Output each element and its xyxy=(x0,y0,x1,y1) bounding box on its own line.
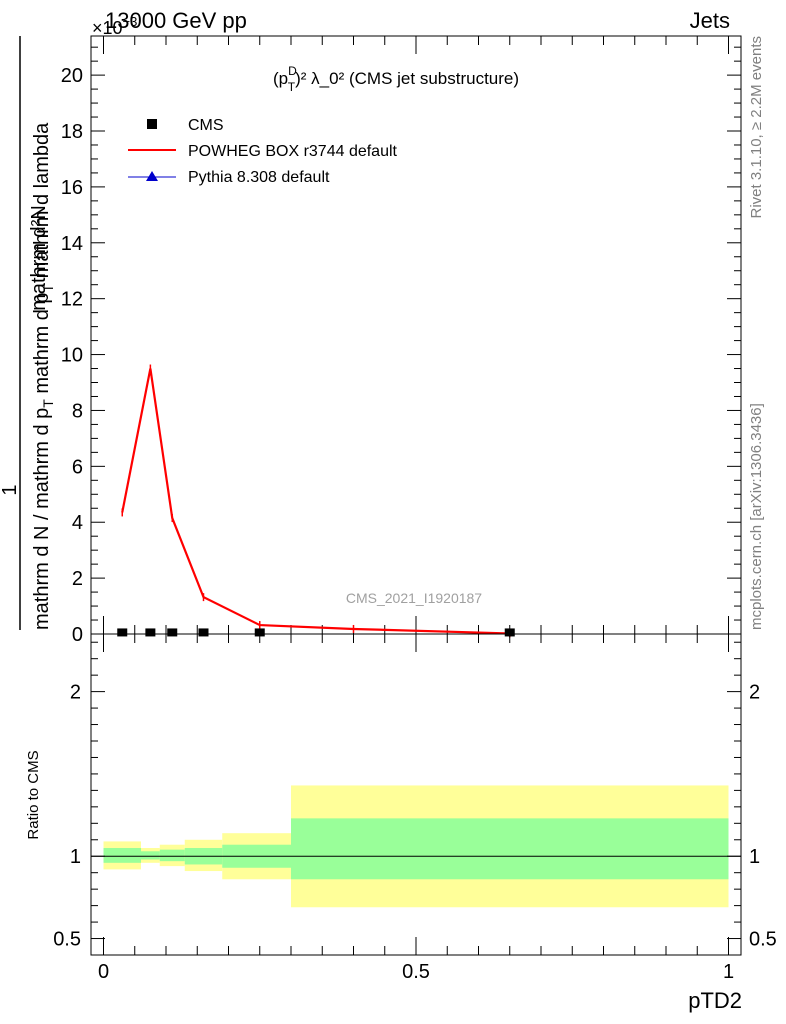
upper-y-tick-label-9: 18 xyxy=(61,121,83,143)
x-tick-label-2: 1 xyxy=(723,961,734,983)
legend-cms-label: CMS xyxy=(188,117,224,134)
ratio-band-green-5 xyxy=(291,818,729,880)
upper-y-tick-label-0: 0 xyxy=(72,624,83,646)
upper-y-tick-label-10: 20 xyxy=(61,65,83,87)
svg-text:mathrm d²N: mathrm d²N xyxy=(28,205,50,311)
upper-y-axis-label: mathrm d²N mathrm d N / mathrm d pT math… xyxy=(0,36,56,630)
ylabel-den-a: mathrm d N / mathrm d p xyxy=(31,408,53,630)
lower-y-tick-label-2: 2 xyxy=(70,682,81,704)
legend-powheg-label: POWHEG BOX r3744 default xyxy=(188,143,398,160)
ratio-band-green-0 xyxy=(103,848,141,863)
ylabel-one: 1 xyxy=(0,484,21,495)
upper-y-tick-label-3: 6 xyxy=(72,456,83,478)
ylabel-den-c: mathrm d lambda xyxy=(31,122,53,284)
x-axis-label: pTD2 xyxy=(688,988,742,1013)
cms-point-4 xyxy=(254,628,265,637)
upper-y-tick-label-6: 12 xyxy=(61,289,83,311)
legend-cms-marker xyxy=(147,119,157,129)
ratio-band-green-2 xyxy=(159,849,185,862)
lower-y-tick-label-right-1: 1 xyxy=(749,846,760,868)
x-tick-label-1: 0.5 xyxy=(402,961,430,983)
lower-y-tick-label-right-0: 0.5 xyxy=(749,929,777,951)
cms-point-1 xyxy=(145,628,156,637)
upper-y-tick-label-2: 4 xyxy=(72,512,83,534)
cms-point-5 xyxy=(504,628,515,637)
lower-y-tick-label-1: 1 xyxy=(70,846,81,868)
x-tick-label-0: 0 xyxy=(98,961,109,983)
upper-plot: 0 2 4 6 8 10 12 14 16 18 20 xyxy=(61,35,742,646)
y-exponent-label: ×10−3 xyxy=(92,14,137,38)
analysis-watermark: CMS_2021_I1920187 xyxy=(346,590,482,606)
cms-point-2 xyxy=(167,628,178,637)
ylabel-num: mathrm d²N xyxy=(28,205,50,311)
rivet-label: Rivet 3.1.10, ≥ 2.2M events xyxy=(748,36,765,219)
ratio-plot: 0 0.5 1 0.5 0.5 1 1 2 2 xyxy=(53,633,777,983)
cms-point-3 xyxy=(198,628,209,637)
upper-y-tick-label-4: 8 xyxy=(72,400,83,422)
legend-pythia-label: Pythia 8.308 default xyxy=(188,169,330,186)
upper-y-tick-label-8: 16 xyxy=(61,177,83,199)
legend-pythia-marker xyxy=(146,171,158,181)
cms-point-0 xyxy=(117,628,128,637)
ratio-y-axis-label: Ratio to CMS xyxy=(25,750,42,839)
mcplots-label: mcplots.cern.ch [arXiv:1306.3436] xyxy=(748,403,765,630)
header-right: Jets xyxy=(689,8,730,33)
header-left: 13000 GeV pp xyxy=(105,8,247,33)
ylabel-den-b: mathrm d p xyxy=(31,292,53,399)
ratio-band-green-1 xyxy=(141,851,160,860)
legend: CMS POWHEG BOX r3744 default Pythia 8.30… xyxy=(128,117,398,186)
upper-y-tick-label-1: 2 xyxy=(72,568,83,590)
upper-y-tick-label-7: 14 xyxy=(61,233,83,255)
upper-y-tick-label-5: 10 xyxy=(61,345,83,367)
lower-y-tick-label-right-2: 2 xyxy=(749,682,760,704)
lower-y-tick-label-0: 0.5 xyxy=(53,929,81,951)
svg-text:mathrm d N / mathrm d pT mathr: mathrm d N / mathrm d pT mathrm d pT mat… xyxy=(31,122,56,630)
chart-title: (pD T)² λ_0² (CMS jet substructure) xyxy=(273,64,519,94)
